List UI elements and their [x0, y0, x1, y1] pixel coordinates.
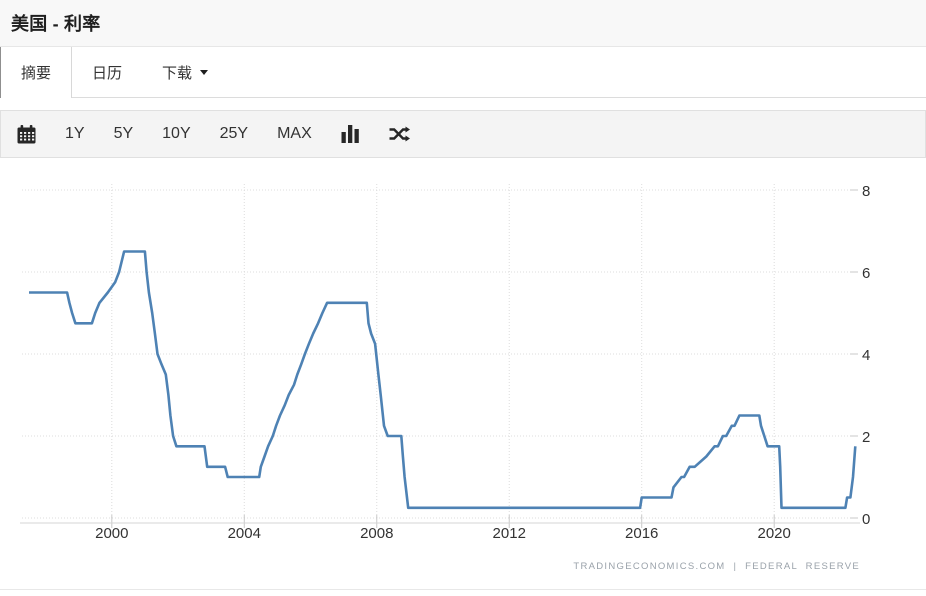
calendar-icon[interactable]: [17, 124, 36, 144]
widget-header: 美国 - 利率: [0, 0, 926, 47]
y-axis-label: 4: [862, 347, 870, 364]
y-axis-label: 2: [862, 429, 870, 446]
range-button-1y[interactable]: 1Y: [65, 125, 85, 142]
x-axis-label: 2016: [625, 525, 658, 542]
y-axis-label: 0: [862, 511, 870, 528]
range-button-max[interactable]: MAX: [277, 125, 312, 142]
tab-label: 日历: [92, 64, 123, 82]
bottom-divider: [0, 589, 926, 590]
chart-attribution: TRADINGECONOMICS.COM | FEDERAL RESERVE: [573, 561, 860, 572]
chart-toolbar: 1Y 5Y 10Y 25Y MAX: [0, 110, 926, 158]
page-title: 美国 - 利率: [11, 14, 101, 34]
tab-download[interactable]: 下载: [142, 47, 228, 97]
tab-label: 下载: [162, 64, 193, 82]
tab-summary[interactable]: 摘要: [0, 47, 73, 98]
shuffle-icon[interactable]: [389, 125, 410, 143]
rate-line-series: [29, 250, 857, 510]
tab-label: 摘要: [21, 65, 52, 82]
range-button-10y[interactable]: 10Y: [162, 125, 191, 142]
rate-line-chart[interactable]: 0 2 4 6 8 2000 2004 2008 2012 2016 2020: [0, 158, 926, 596]
tab-calendar[interactable]: 日历: [72, 47, 142, 97]
range-button-25y[interactable]: 25Y: [219, 125, 249, 142]
x-axis-label: 2012: [493, 525, 526, 542]
x-axis-label: 2008: [360, 525, 393, 542]
chart-area[interactable]: 0 2 4 6 8 2000 2004 2008 2012 2016 2020 TRADINGECO…: [0, 158, 926, 596]
x-axis-label: 2020: [758, 525, 791, 542]
caret-down-icon: [200, 69, 209, 75]
x-axis-label: 2000: [95, 525, 128, 542]
tab-bar: 摘要 日历 下载: [0, 47, 926, 98]
bar-chart-icon[interactable]: [341, 125, 360, 143]
y-axis-label: 6: [862, 265, 870, 282]
y-axis-label: 8: [862, 183, 870, 200]
range-button-5y[interactable]: 5Y: [113, 125, 134, 142]
x-axis-label: 2004: [228, 525, 261, 542]
